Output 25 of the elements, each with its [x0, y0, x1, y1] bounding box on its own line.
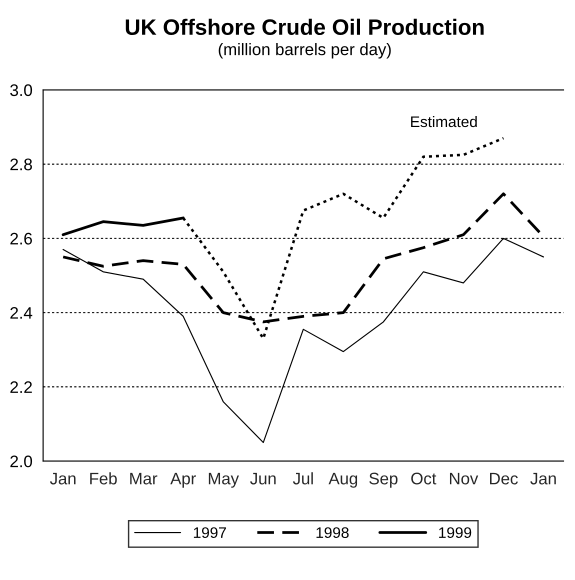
x-tick-label: Mar	[130, 472, 158, 484]
x-tick-label: Jan	[50, 472, 76, 484]
x-tick-label: Aug	[328, 472, 358, 488]
x-tick-label: Jan	[530, 472, 556, 484]
legend-label: 1998	[316, 527, 349, 538]
x-tick-label: May	[208, 472, 239, 488]
chart-subtitle: (million barrels per day)	[218, 43, 391, 59]
x-tick-label: Nov	[450, 472, 478, 484]
x-tick-label: Apr	[170, 472, 196, 488]
chart-title: UK Offshore Crude Oil Production	[126, 18, 484, 36]
y-tick-label: 2.0	[10, 456, 32, 468]
legend-label: 1999	[439, 527, 472, 538]
x-tick-label: Jul	[292, 472, 313, 484]
x-tick-label: Oct	[411, 472, 436, 484]
annotation: Estimated	[411, 116, 477, 128]
y-tick-label: 2.4	[10, 307, 32, 319]
x-tick-label: Jun	[250, 472, 276, 484]
y-tick-label: 2.2	[10, 381, 32, 393]
x-tick-label: Dec	[490, 472, 518, 484]
x-tick-label: Feb	[90, 472, 117, 484]
y-tick-label: 2.6	[10, 232, 32, 245]
y-tick-label: 3.0	[10, 84, 32, 96]
x-tick-label: Sep	[369, 472, 398, 488]
y-tick-label: 2.8	[10, 158, 32, 170]
legend-label: 1997	[194, 527, 226, 538]
